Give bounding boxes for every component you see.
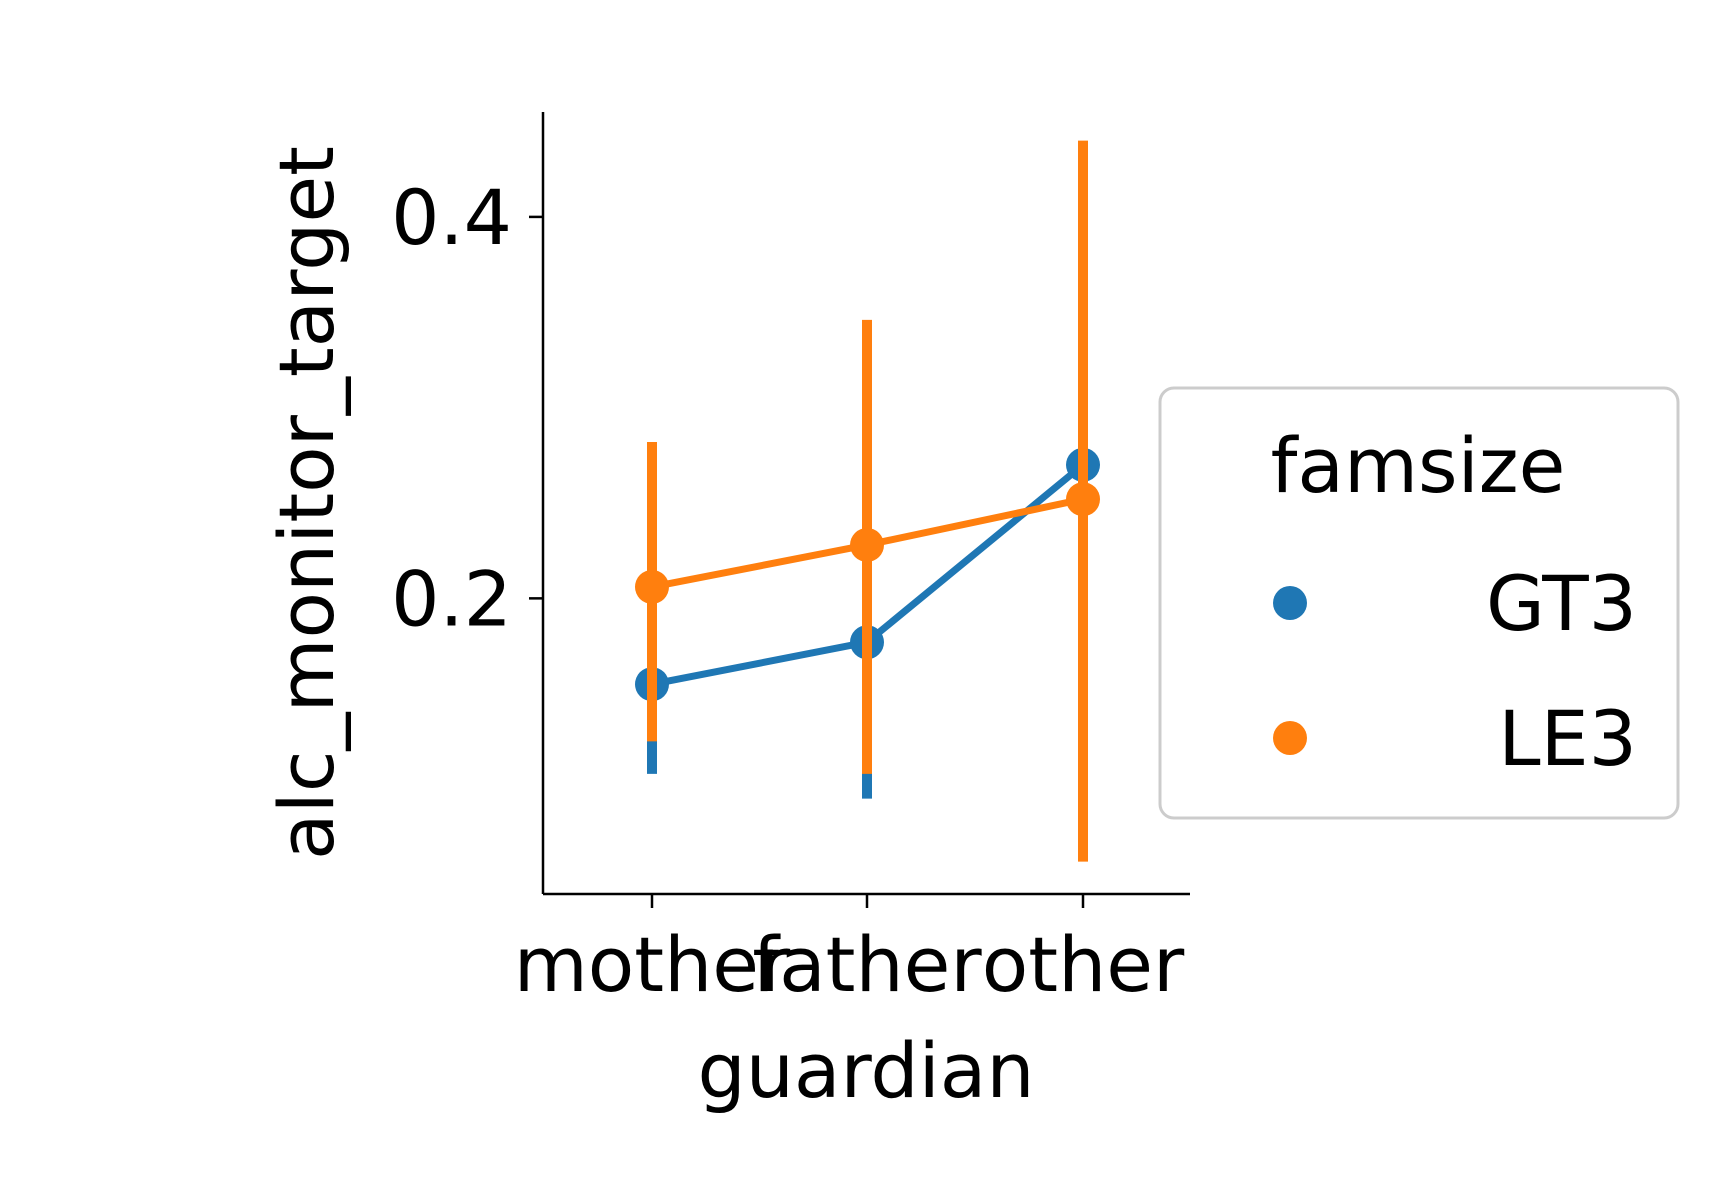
x-axis-label: guardian: [698, 1026, 1035, 1115]
y-tick-label: 0.2: [391, 554, 512, 643]
series-LE3: [635, 140, 1100, 862]
legend-marker: [1273, 586, 1307, 620]
data-point: [1066, 482, 1100, 517]
plot-area: [635, 140, 1100, 862]
y-tick-label: 0.4: [391, 173, 512, 262]
data-point: [850, 527, 884, 562]
data-point: [635, 569, 669, 604]
legend-frame: [1158, 386, 1680, 820]
legend-title: famsize: [1271, 421, 1566, 510]
x-tick-label: mother: [514, 920, 791, 1009]
x-tick-label: other: [982, 920, 1185, 1009]
y-ticks: 0.2 0.4: [391, 173, 543, 643]
x-tick-label: father: [752, 920, 982, 1009]
legend: famsize GT3 LE3: [1158, 386, 1680, 820]
y-axis-label: alc_monitor_target: [262, 146, 351, 860]
legend-label: LE3: [1498, 694, 1637, 783]
legend-marker: [1273, 721, 1307, 755]
legend-label: GT3: [1486, 559, 1637, 648]
legend-items: GT3 LE3: [1273, 559, 1637, 783]
